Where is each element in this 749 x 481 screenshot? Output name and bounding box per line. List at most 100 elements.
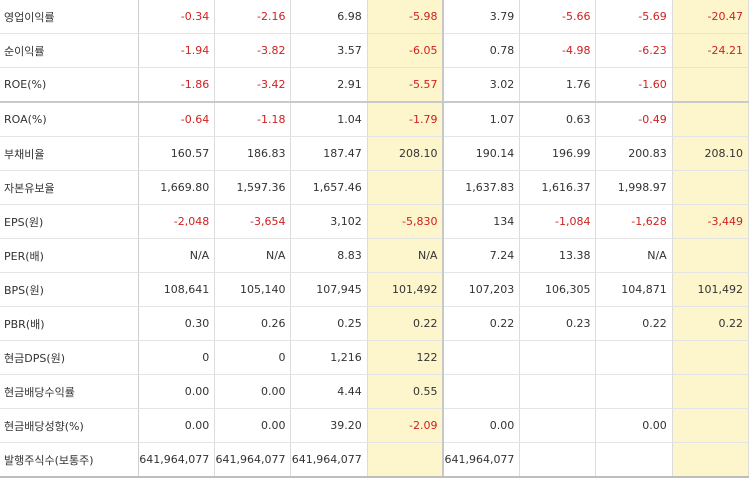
table-cell: 3.79 [443, 0, 521, 34]
table-cell: 190.14 [443, 136, 521, 171]
table-cell: 105,140 [214, 272, 292, 307]
table-cell: 101,492 [367, 272, 445, 307]
table-cell: 186.83 [214, 136, 292, 171]
table-cell: 1,669.80 [138, 170, 216, 205]
table-cell: 0.78 [443, 33, 521, 68]
table-cell [595, 374, 673, 409]
table-cell: 0.00 [214, 374, 292, 409]
table-cell [672, 408, 749, 443]
table-cell: 1,216 [290, 340, 368, 375]
table-cell: 641,964,077 [138, 442, 216, 478]
table-cell: 1,998.97 [595, 170, 673, 205]
table-cell [519, 340, 597, 375]
table-cell [672, 374, 749, 409]
table-cell: -24.21 [672, 33, 749, 68]
table-cell: -5.57 [367, 67, 445, 103]
table-cell: 39.20 [290, 408, 368, 443]
table-cell: 641,964,077 [214, 442, 292, 478]
table-row: 자본유보율 1,669.80 1,597.36 1,657.46 1,637.83 1,6… [0, 170, 749, 205]
table-row: EPS(원) -2,048 -3,654 3,102 -5,830 134 -1,084 -1… [0, 204, 749, 239]
table-cell: 641,964,077 [290, 442, 368, 478]
table-cell [672, 442, 749, 478]
table-cell: 0 [214, 340, 292, 375]
table-cell: 3,102 [290, 204, 368, 239]
row-label: 부채비율 [0, 136, 139, 171]
table-cell: -5.69 [595, 0, 673, 34]
row-label: EPS(원) [0, 204, 139, 239]
table-cell: 641,964,077 [443, 442, 521, 478]
table-cell [519, 442, 597, 478]
table-cell: 1.76 [519, 67, 597, 103]
table-cell: -20.47 [672, 0, 749, 34]
table-cell: 107,945 [290, 272, 368, 307]
table-cell: 1,616.37 [519, 170, 597, 205]
table-cell [595, 340, 673, 375]
table-cell: 208.10 [367, 136, 445, 171]
row-label: 발행주식수(보통주) [0, 442, 139, 478]
table-cell: -1.60 [595, 67, 673, 103]
table-cell: 0.63 [519, 102, 597, 137]
row-label: 현금배당수익률 [0, 374, 139, 409]
row-label: 순이익률 [0, 33, 139, 68]
row-label: 자본유보율 [0, 170, 139, 205]
table-cell: -1.94 [138, 33, 216, 68]
table-cell: -6.05 [367, 33, 445, 68]
table-cell: -6.23 [595, 33, 673, 68]
table-cell: 134 [443, 204, 521, 239]
table-cell [367, 442, 445, 478]
table-cell: 107,203 [443, 272, 521, 307]
table-cell: N/A [214, 238, 292, 273]
table-row: 순이익률 -1.94 -3.82 3.57 -6.05 0.78 -4.98 -6.23 -24… [0, 33, 749, 68]
table-cell: 0.00 [595, 408, 673, 443]
table-cell [672, 170, 749, 205]
table-row: 현금DPS(원) 0 0 1,216 122 [0, 340, 749, 375]
table-cell [519, 408, 597, 443]
row-label: 현금DPS(원) [0, 340, 139, 375]
table-cell: -1,628 [595, 204, 673, 239]
table-cell: 0.00 [138, 374, 216, 409]
table-cell [672, 340, 749, 375]
table-row: BPS(원) 108,641 105,140 107,945 101,492 107,20… [0, 272, 749, 307]
table-cell [595, 442, 673, 478]
table-cell: 160.57 [138, 136, 216, 171]
table-cell: -5.66 [519, 0, 597, 34]
row-label: 영업이익률 [0, 0, 139, 34]
table-cell: 4.44 [290, 374, 368, 409]
table-cell: 1,637.83 [443, 170, 521, 205]
table-cell: -2.09 [367, 408, 445, 443]
table-row: ROE(%) -1.86 -3.42 2.91 -5.57 3.02 1.76 -1.60 [0, 67, 749, 103]
table-cell: 187.47 [290, 136, 368, 171]
table-cell: 3.57 [290, 33, 368, 68]
table-cell: 7.24 [443, 238, 521, 273]
table-row: 현금배당수익률 0.00 0.00 4.44 0.55 [0, 374, 749, 409]
table-cell: 0.22 [367, 306, 445, 341]
table-cell: 1,597.36 [214, 170, 292, 205]
table-cell: 122 [367, 340, 445, 375]
table-cell: 6.98 [290, 0, 368, 34]
row-label: PER(배) [0, 238, 139, 273]
table-cell: -3.42 [214, 67, 292, 103]
table-cell: 13.38 [519, 238, 597, 273]
table-cell: -1,084 [519, 204, 597, 239]
table-cell: -1.79 [367, 102, 445, 137]
table-cell: -3,449 [672, 204, 749, 239]
table-cell: -1.18 [214, 102, 292, 137]
table-row: 영업이익률 -0.34 -2.16 6.98 -5.98 3.79 -5.66 -5.69 -2… [0, 0, 749, 34]
table-cell: -2,048 [138, 204, 216, 239]
table-cell: 104,871 [595, 272, 673, 307]
row-label: 현금배당성향(%) [0, 408, 139, 443]
table-cell: N/A [138, 238, 216, 273]
table-cell [443, 374, 521, 409]
table-cell: 1.07 [443, 102, 521, 137]
table-row: 부채비율 160.57 186.83 187.47 208.10 190.14 196.99… [0, 136, 749, 171]
table-cell: 1,657.46 [290, 170, 368, 205]
row-label: PBR(배) [0, 306, 139, 341]
row-label: ROE(%) [0, 67, 139, 103]
table-cell: 0.30 [138, 306, 216, 341]
table-cell: 1.04 [290, 102, 368, 137]
table-cell: -2.16 [214, 0, 292, 34]
table-cell: 108,641 [138, 272, 216, 307]
table-cell [519, 374, 597, 409]
table-cell: 0.55 [367, 374, 445, 409]
